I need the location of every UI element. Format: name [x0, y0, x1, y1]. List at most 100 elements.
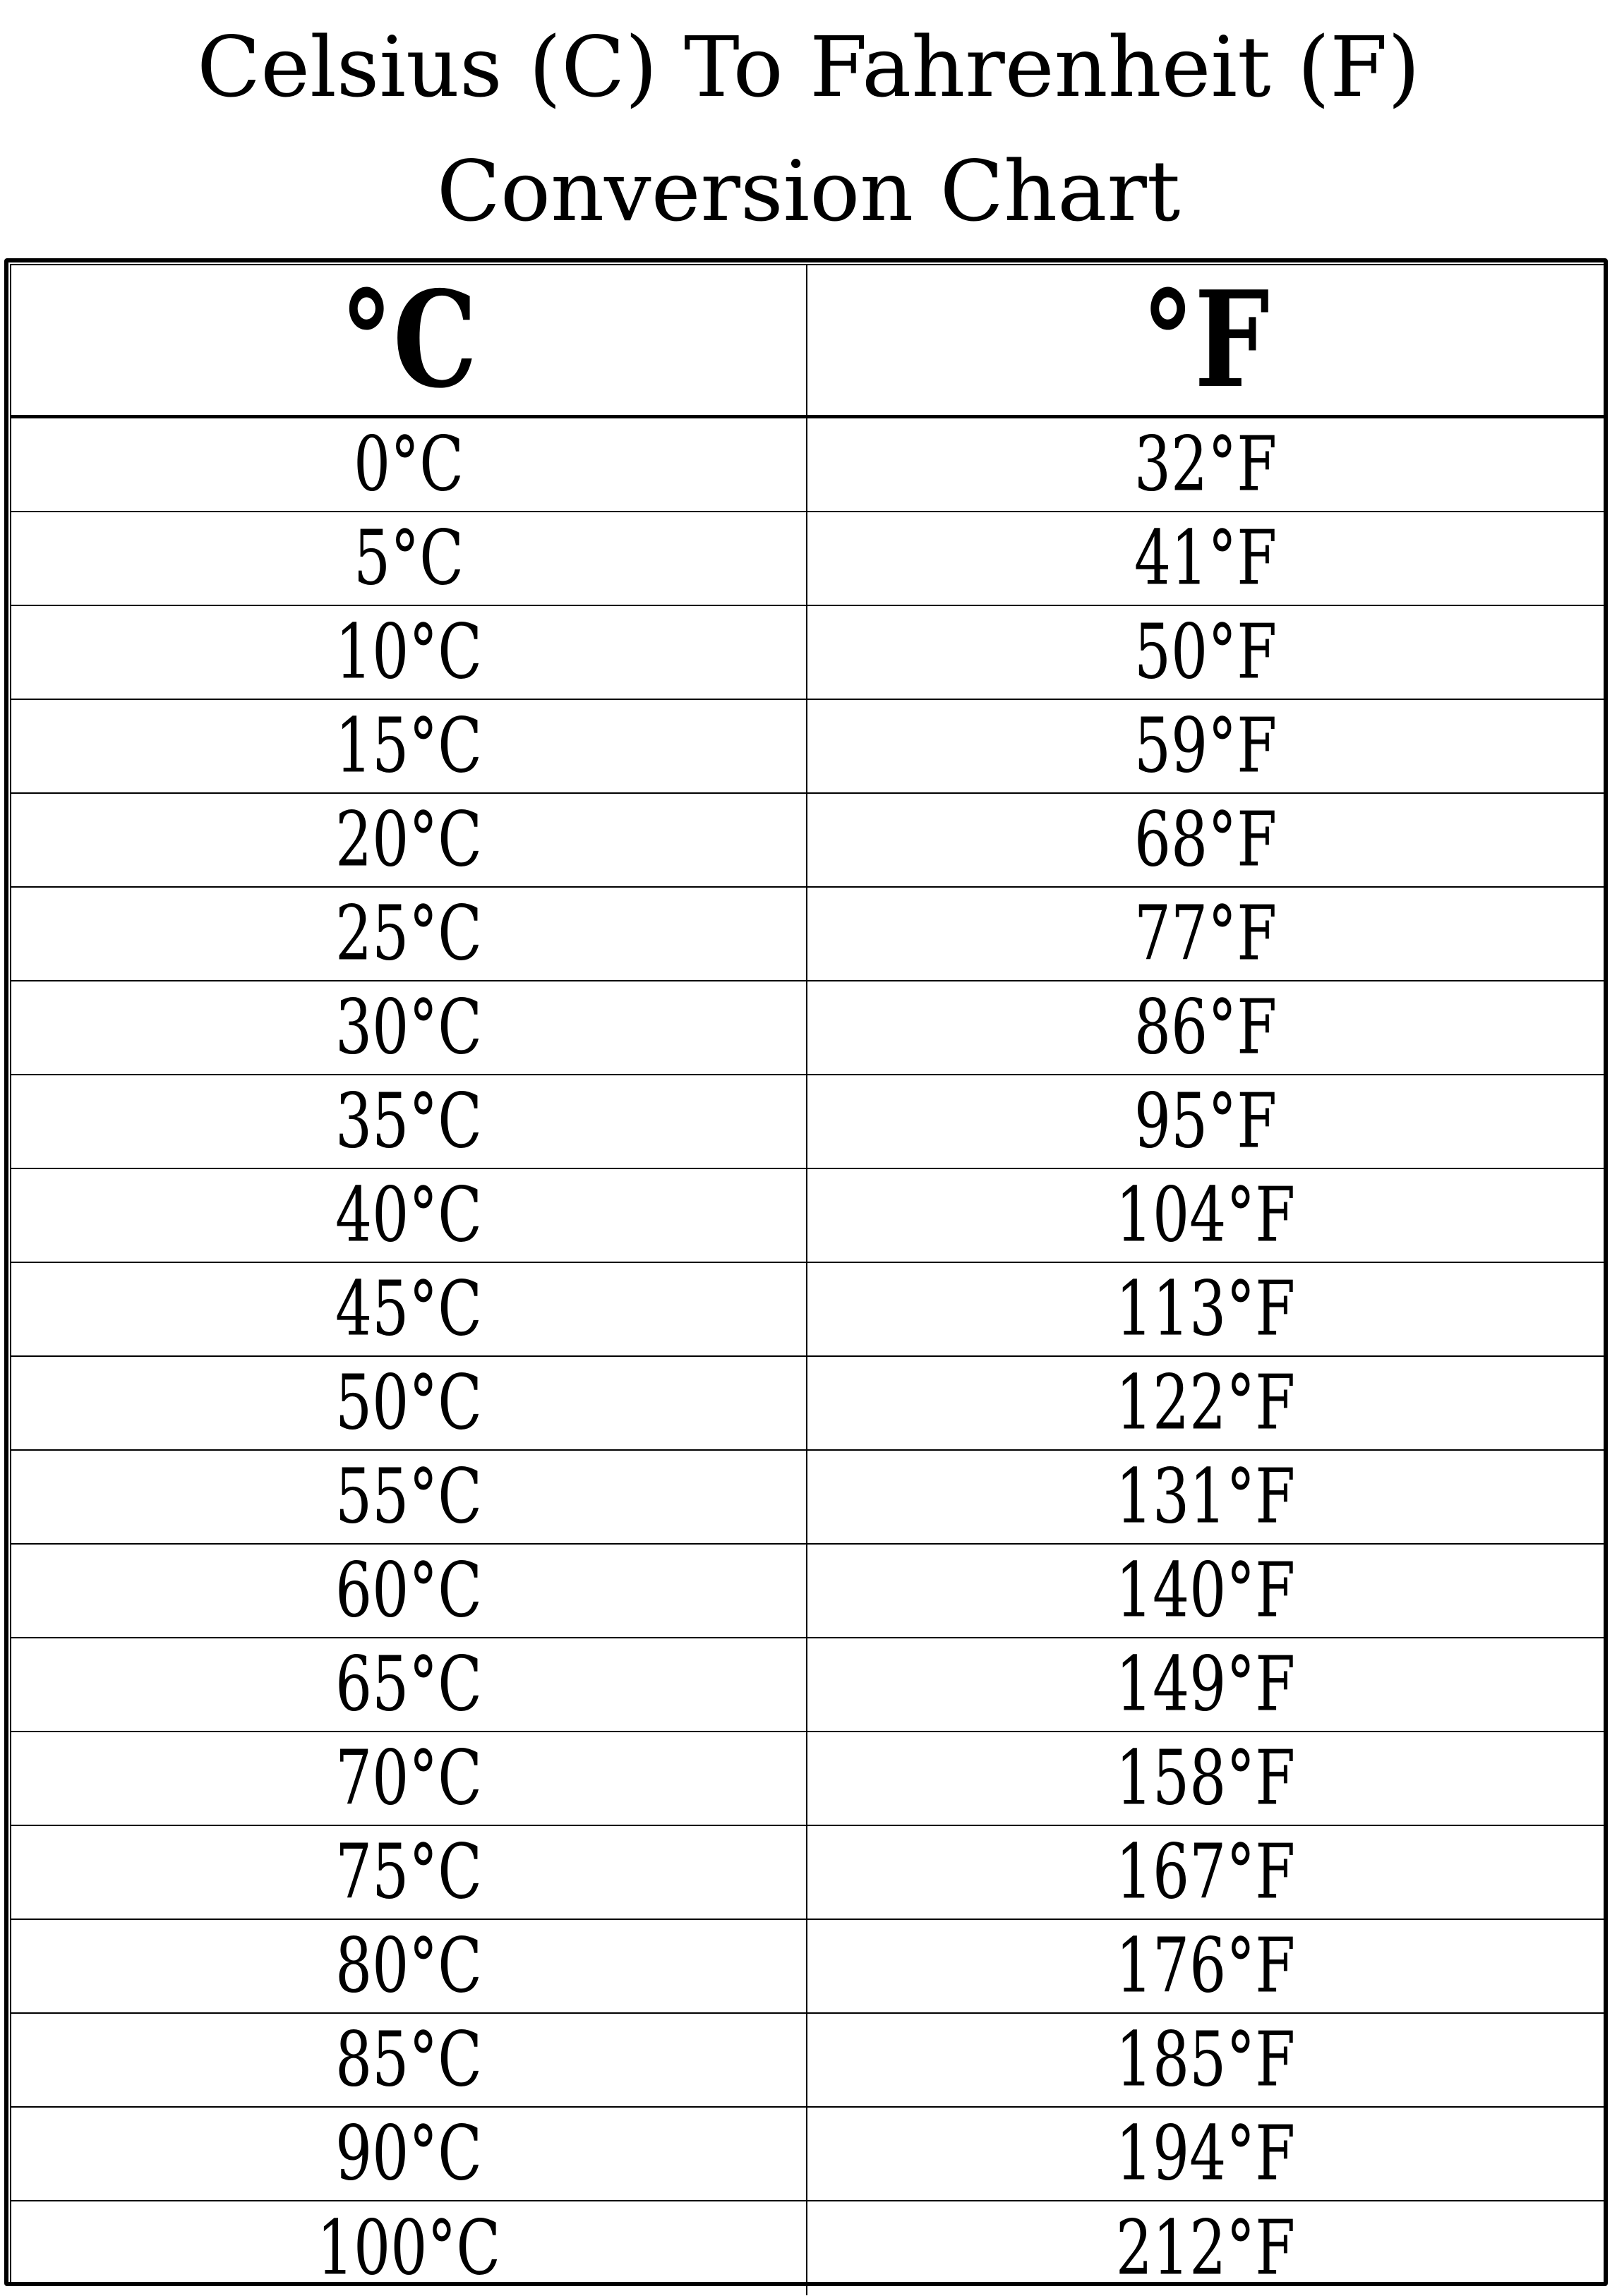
header-cell-celsius: °C: [11, 262, 807, 418]
header-fahrenheit: °F: [1141, 262, 1270, 418]
celsius-value: 20°C: [335, 796, 483, 884]
table-header-row: °C °F: [11, 262, 1604, 418]
cell-fahrenheit: 167°F: [807, 1826, 1604, 1919]
fahrenheit-value: 59°F: [1134, 702, 1278, 790]
fahrenheit-value: 140°F: [1115, 1547, 1296, 1635]
table-row: 90°C 194°F: [11, 2108, 1604, 2201]
fahrenheit-value: 194°F: [1115, 2110, 1296, 2198]
cell-celsius: 40°C: [11, 1169, 807, 1262]
cell-fahrenheit: 131°F: [807, 1451, 1604, 1543]
cell-celsius: 90°C: [11, 2108, 807, 2200]
fahrenheit-value: 95°F: [1134, 1077, 1278, 1166]
cell-fahrenheit: 176°F: [807, 1920, 1604, 2012]
table-row: 65°C 149°F: [11, 1638, 1604, 1732]
cell-fahrenheit: 140°F: [807, 1545, 1604, 1637]
celsius-value: 10°C: [335, 608, 483, 696]
header-celsius: °C: [339, 262, 478, 418]
cell-celsius: 20°C: [11, 794, 807, 886]
celsius-value: 60°C: [335, 1547, 483, 1635]
conversion-table: °C °F 0°C 32°F 5°C 41°F 10°C 50°F 15°C 59°F 20°C…: [4, 258, 1608, 2295]
table-row: 100°C 212°F: [11, 2201, 1604, 2295]
table-row: 80°C 176°F: [11, 1920, 1604, 2014]
cell-celsius: 50°C: [11, 1357, 807, 1449]
cell-fahrenheit: 113°F: [807, 1263, 1604, 1355]
celsius-value: 25°C: [335, 890, 483, 978]
cell-celsius: 35°C: [11, 1075, 807, 1168]
cell-fahrenheit: 77°F: [807, 888, 1604, 980]
cell-fahrenheit: 185°F: [807, 2014, 1604, 2106]
fahrenheit-value: 149°F: [1115, 1641, 1296, 1729]
cell-fahrenheit: 86°F: [807, 981, 1604, 1074]
celsius-value: 35°C: [335, 1077, 483, 1166]
celsius-value: 30°C: [335, 984, 483, 1072]
fahrenheit-value: 32°F: [1134, 421, 1278, 509]
celsius-value: 65°C: [335, 1641, 483, 1729]
header-cell-fahrenheit: °F: [807, 262, 1604, 418]
cell-celsius: 5°C: [11, 512, 807, 605]
cell-fahrenheit: 59°F: [807, 700, 1604, 792]
table-body: °C °F 0°C 32°F 5°C 41°F 10°C 50°F 15°C 59°F 20°C…: [10, 262, 1604, 2295]
cell-celsius: 65°C: [11, 1638, 807, 1731]
cell-celsius: 80°C: [11, 1920, 807, 2012]
table-row: 10°C 50°F: [11, 606, 1604, 700]
fahrenheit-value: 50°F: [1134, 608, 1278, 696]
celsius-value: 90°C: [335, 2110, 483, 2198]
table-row: 20°C 68°F: [11, 794, 1604, 888]
fahrenheit-value: 77°F: [1134, 890, 1278, 978]
table-row: 60°C 140°F: [11, 1545, 1604, 1638]
table-row: 35°C 95°F: [11, 1075, 1604, 1169]
cell-fahrenheit: 194°F: [807, 2108, 1604, 2200]
table-row: 50°C 122°F: [11, 1357, 1604, 1451]
fahrenheit-value: 113°F: [1115, 1265, 1296, 1353]
cell-celsius: 55°C: [11, 1451, 807, 1543]
table-row: 30°C 86°F: [11, 981, 1604, 1075]
cell-celsius: 30°C: [11, 981, 807, 1074]
cell-celsius: 25°C: [11, 888, 807, 980]
cell-celsius: 70°C: [11, 1732, 807, 1825]
table-row: 55°C 131°F: [11, 1451, 1604, 1545]
cell-celsius: 45°C: [11, 1263, 807, 1355]
table-row: 45°C 113°F: [11, 1263, 1604, 1357]
table-row: 0°C 32°F: [11, 418, 1604, 512]
celsius-value: 45°C: [335, 1265, 483, 1353]
fahrenheit-value: 41°F: [1134, 514, 1278, 603]
cell-celsius: 0°C: [11, 418, 807, 511]
celsius-value: 75°C: [335, 1828, 483, 1916]
cell-fahrenheit: 212°F: [807, 2201, 1604, 2295]
page-subtitle: Conversion Chart: [436, 143, 1181, 240]
fahrenheit-value: 185°F: [1115, 2016, 1296, 2104]
cell-celsius: 10°C: [11, 606, 807, 699]
cell-celsius: 60°C: [11, 1545, 807, 1637]
celsius-value: 55°C: [335, 1453, 483, 1541]
fahrenheit-value: 131°F: [1115, 1453, 1296, 1541]
cell-fahrenheit: 41°F: [807, 512, 1604, 605]
fahrenheit-value: 176°F: [1115, 1922, 1296, 2010]
fahrenheit-value: 212°F: [1115, 2204, 1296, 2292]
celsius-value: 70°C: [335, 1734, 483, 1823]
cell-celsius: 75°C: [11, 1826, 807, 1919]
cell-fahrenheit: 104°F: [807, 1169, 1604, 1262]
fahrenheit-value: 68°F: [1134, 796, 1278, 884]
celsius-value: 0°C: [354, 421, 464, 509]
fahrenheit-value: 167°F: [1115, 1828, 1296, 1916]
table-row: 40°C 104°F: [11, 1169, 1604, 1263]
table-row: 25°C 77°F: [11, 888, 1604, 981]
celsius-value: 85°C: [335, 2016, 483, 2104]
celsius-value: 15°C: [335, 702, 483, 790]
celsius-value: 5°C: [354, 514, 464, 603]
table-row: 75°C 167°F: [11, 1826, 1604, 1920]
table-row: 5°C 41°F: [11, 512, 1604, 606]
cell-fahrenheit: 158°F: [807, 1732, 1604, 1825]
fahrenheit-value: 104°F: [1115, 1171, 1296, 1259]
cell-fahrenheit: 149°F: [807, 1638, 1604, 1731]
fahrenheit-value: 122°F: [1115, 1359, 1296, 1447]
cell-fahrenheit: 68°F: [807, 794, 1604, 886]
fahrenheit-value: 158°F: [1115, 1734, 1296, 1823]
celsius-value: 80°C: [335, 1922, 483, 2010]
celsius-value: 50°C: [335, 1359, 483, 1447]
cell-celsius: 15°C: [11, 700, 807, 792]
page-title: Celsius (C) To Fahrenheit (F): [196, 18, 1421, 116]
table-row: 15°C 59°F: [11, 700, 1604, 794]
cell-fahrenheit: 32°F: [807, 418, 1604, 511]
cell-fahrenheit: 50°F: [807, 606, 1604, 699]
